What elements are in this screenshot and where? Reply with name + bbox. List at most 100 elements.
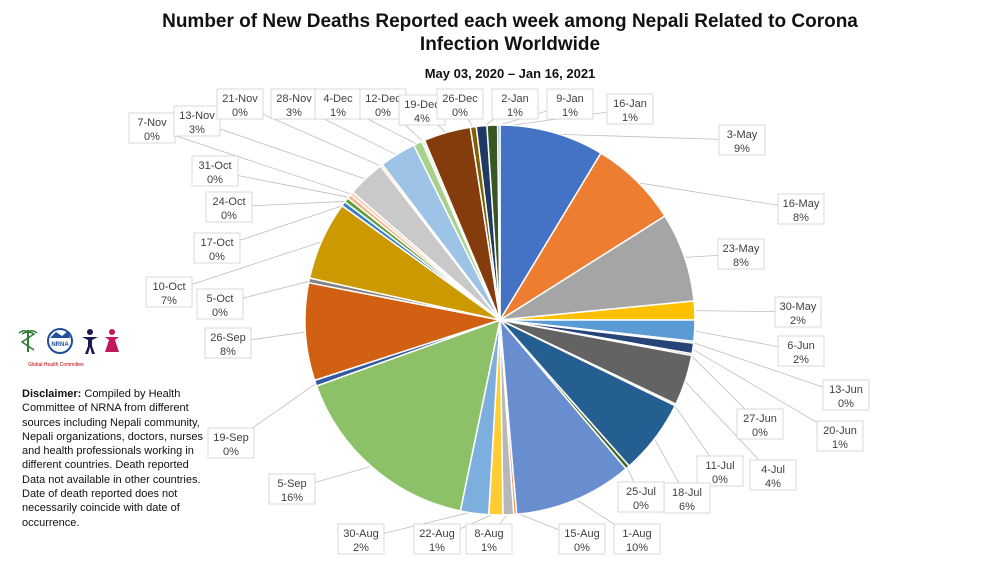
slice-label: 4-Dec	[323, 93, 353, 105]
slice-label: 2-Jan	[501, 93, 529, 105]
disclaimer-body: Compiled by Health Committee of NRNA fro…	[22, 388, 203, 529]
slice-label: 18-Jul	[672, 487, 702, 499]
slice-label: 22-Aug	[419, 528, 454, 540]
slice-percent: 0%	[212, 307, 228, 319]
slice-percent: 2%	[353, 542, 369, 554]
data-label-11-jul: 11-Jul 0%	[696, 455, 744, 487]
data-label-18-jul: 18-Jul 6%	[663, 482, 711, 514]
slice-percent: 0%	[752, 427, 768, 439]
data-label-25-jul: 25-Jul 0%	[617, 481, 665, 513]
data-label-10-oct: 10-Oct 7%	[145, 276, 193, 308]
slice-percent: 0%	[574, 542, 590, 554]
slice-label: 17-Oct	[200, 237, 233, 249]
data-label-22-aug: 22-Aug 1%	[413, 523, 461, 555]
slice-percent: 1%	[622, 112, 638, 124]
caduceus-icon	[18, 329, 38, 352]
slice-label: 10-Oct	[152, 281, 185, 293]
slice-label: 8-Aug	[474, 528, 503, 540]
slice-percent: 8%	[793, 212, 809, 224]
slice-percent: 0%	[223, 446, 239, 458]
slice-label: 5-Sep	[277, 478, 306, 490]
data-label-28-nov: 28-Nov 3%	[270, 88, 318, 120]
data-label-1-aug: 1-Aug 10%	[613, 523, 661, 555]
slice-label: 20-Jun	[823, 425, 857, 437]
slice-label: 13-Jun	[829, 384, 863, 396]
data-label-9-jan: 9-Jan 1%	[546, 88, 594, 120]
data-label-19-sep: 19-Sep 0%	[207, 427, 255, 459]
slice-label: 27-Jun	[743, 413, 777, 425]
svg-text:Global Health Committee: Global Health Committee	[28, 362, 84, 368]
data-label-5-sep: 5-Sep 16%	[268, 473, 316, 505]
slice-percent: 1%	[507, 107, 523, 119]
slice-percent: 0%	[144, 131, 160, 143]
slice-percent: 8%	[733, 257, 749, 269]
leader-line	[691, 341, 847, 396]
leader-line	[151, 127, 354, 196]
slice-percent: 0%	[221, 210, 237, 222]
data-label-23-may: 23-May 8%	[717, 238, 765, 270]
slice-label: 30-Aug	[343, 528, 378, 540]
slice-percent: 3%	[286, 107, 302, 119]
slice-percent: 1%	[330, 107, 346, 119]
slice-percent: 6%	[679, 501, 695, 513]
data-label-13-nov: 13-Nov 3%	[173, 105, 221, 137]
slice-label: 24-Oct	[212, 196, 245, 208]
pie-slice-5-sep	[315, 318, 502, 512]
pie-slice-1-aug	[499, 317, 628, 516]
slice-label: 6-Jun	[787, 340, 815, 352]
slice-percent: 0%	[838, 398, 854, 410]
slice-percent: 1%	[429, 542, 445, 554]
person-female-icon	[105, 329, 119, 352]
slice-percent: 0%	[209, 251, 225, 263]
leader-line	[196, 120, 368, 181]
slice-label: 9-Jan	[556, 93, 584, 105]
slice-label: 12-Dec	[365, 93, 401, 105]
slice-percent: 10%	[626, 542, 648, 554]
slice-label: 13-Nov	[179, 110, 215, 122]
leader-line	[239, 103, 383, 168]
person-icon	[82, 329, 98, 354]
data-label-15-aug: 15-Aug 0%	[558, 523, 606, 555]
slice-percent: 1%	[832, 439, 848, 451]
data-label-16-may: 16-May 8%	[777, 193, 825, 225]
slice-percent: 0%	[633, 500, 649, 512]
data-label-6-jun: 6-Jun 2%	[777, 335, 825, 367]
data-label-17-oct: 17-Oct 0%	[193, 232, 241, 264]
chart-subtitle: May 03, 2020 – Jan 16, 2021	[424, 66, 596, 81]
pie-slice-3-may	[499, 124, 602, 323]
leader-line	[635, 181, 802, 210]
slice-label: 19-Dec	[404, 99, 440, 111]
data-label-27-jun: 27-Jun 0%	[736, 408, 784, 440]
slice-label: 11-Jul	[705, 460, 734, 472]
disclaimer-text: Disclaimer: Compiled by Health Committee…	[22, 387, 204, 530]
slice-label: 5-Oct	[207, 293, 234, 305]
slice-label: 15-Aug	[564, 528, 599, 540]
slice-percent: 0%	[232, 107, 248, 119]
slice-percent: 16%	[281, 492, 303, 504]
data-label-21-nov: 21-Nov 0%	[216, 88, 264, 120]
slice-label: 16-Jan	[613, 98, 647, 110]
slice-label: 31-Oct	[198, 160, 231, 172]
disclaimer-heading: Disclaimer:	[22, 388, 82, 400]
data-label-8-aug: 8-Aug 1%	[465, 523, 513, 555]
slice-label: 4-Jul	[761, 464, 785, 476]
slice-percent: 4%	[765, 478, 781, 490]
svg-text:NRNA: NRNA	[51, 342, 69, 348]
data-label-30-aug: 30-Aug 2%	[337, 523, 385, 555]
slice-percent: 1%	[481, 542, 497, 554]
data-label-30-may: 30-May 2%	[774, 296, 822, 328]
data-label-4-dec: 4-Dec 1%	[314, 88, 362, 120]
slice-percent: 0%	[712, 474, 728, 486]
slice-percent: 2%	[793, 354, 809, 366]
slice-label: 7-Nov	[137, 117, 167, 129]
data-label-7-nov: 7-Nov 0%	[128, 112, 176, 144]
slice-label: 16-May	[783, 198, 820, 210]
nrna-logo: NRNA Global Health Committee	[16, 326, 128, 370]
slice-percent: 0%	[207, 174, 223, 186]
slice-label: 28-Nov	[276, 93, 312, 105]
leader-line	[551, 133, 743, 141]
data-label-24-oct: 24-Oct 0%	[205, 191, 253, 223]
slice-percent: 3%	[189, 124, 205, 136]
slice-percent: 4%	[414, 113, 430, 125]
